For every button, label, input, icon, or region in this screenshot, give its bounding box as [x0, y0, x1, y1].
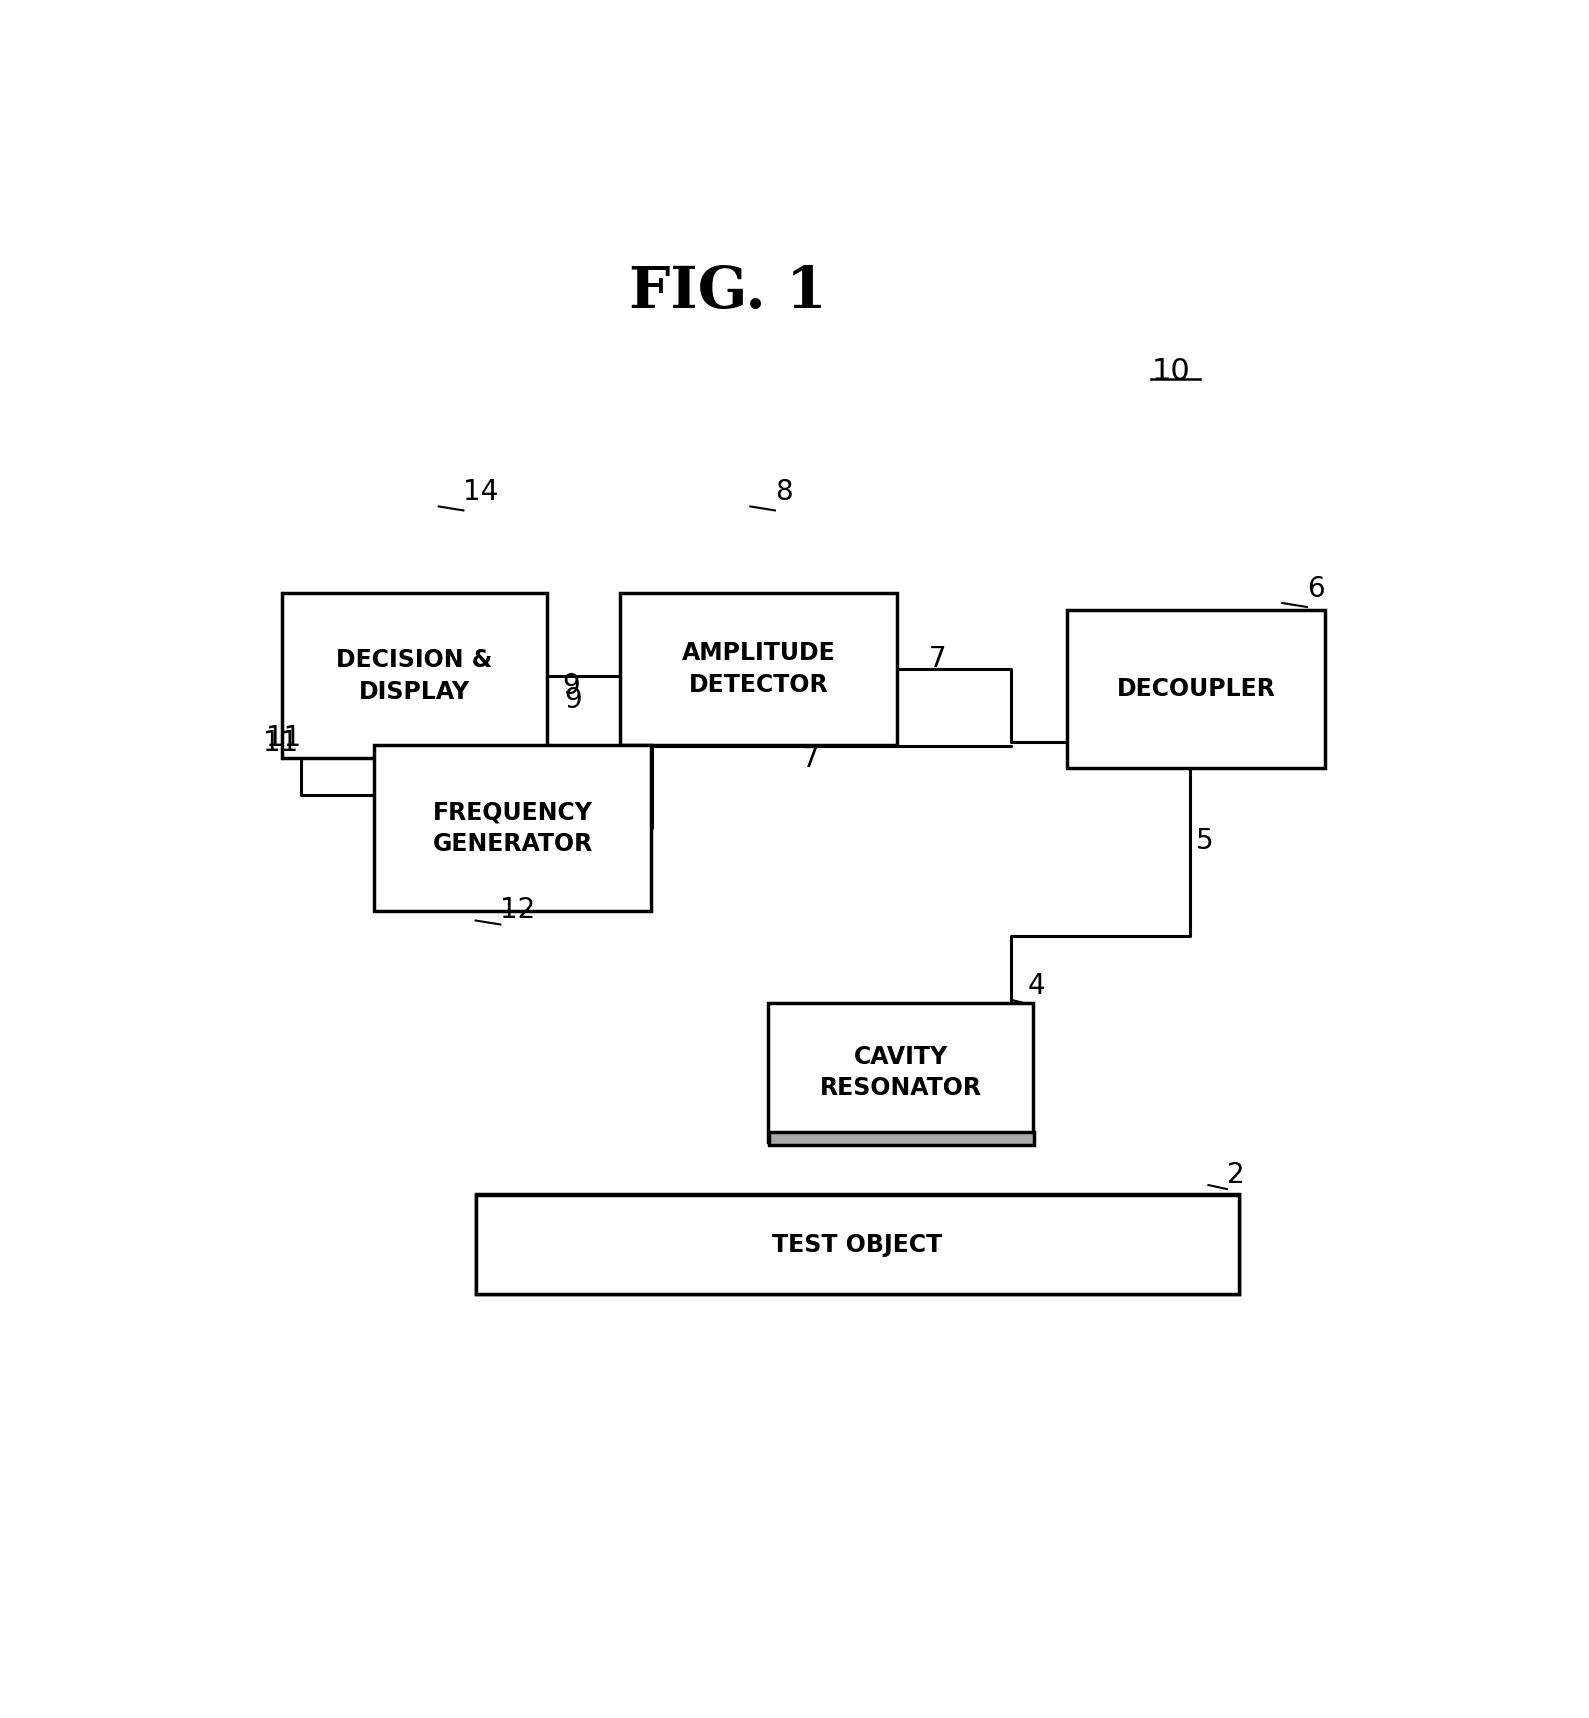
Text: CAVITY
RESONATOR: CAVITY RESONATOR [820, 1045, 982, 1101]
Text: 11: 11 [262, 728, 297, 758]
Text: 4: 4 [1028, 972, 1046, 1000]
Bar [767, 1003, 1033, 1142]
Text: 9: 9 [563, 672, 580, 701]
Bar [475, 1194, 1239, 1294]
Bar [475, 1196, 1239, 1294]
Text: DECISION &
DISPLAY: DECISION & DISPLAY [335, 648, 493, 704]
Bar [620, 593, 898, 746]
Text: 8: 8 [775, 478, 793, 507]
Text: TEST OBJECT: TEST OBJECT [772, 1232, 942, 1256]
Text: FREQUENCY
GENERATOR: FREQUENCY GENERATOR [432, 801, 593, 856]
Text: 7: 7 [802, 746, 820, 773]
Text: AMPLITUDE
DETECTOR: AMPLITUDE DETECTOR [682, 641, 836, 698]
Text: 7: 7 [930, 644, 947, 672]
Text: 12: 12 [501, 897, 535, 924]
Text: 5: 5 [1197, 826, 1214, 856]
Text: FIG. 1: FIG. 1 [629, 265, 826, 320]
Text: 6: 6 [1308, 576, 1325, 603]
Bar [769, 1132, 1033, 1146]
Text: DECOUPLER: DECOUPLER [1117, 677, 1276, 701]
Bar [1066, 610, 1325, 768]
Text: 2: 2 [1227, 1161, 1244, 1189]
Text: 10: 10 [1152, 357, 1190, 387]
Bar [373, 746, 651, 911]
Bar [281, 593, 547, 758]
Text: 11: 11 [267, 723, 302, 752]
Text: 9: 9 [564, 687, 582, 715]
Text: 14: 14 [464, 478, 499, 507]
